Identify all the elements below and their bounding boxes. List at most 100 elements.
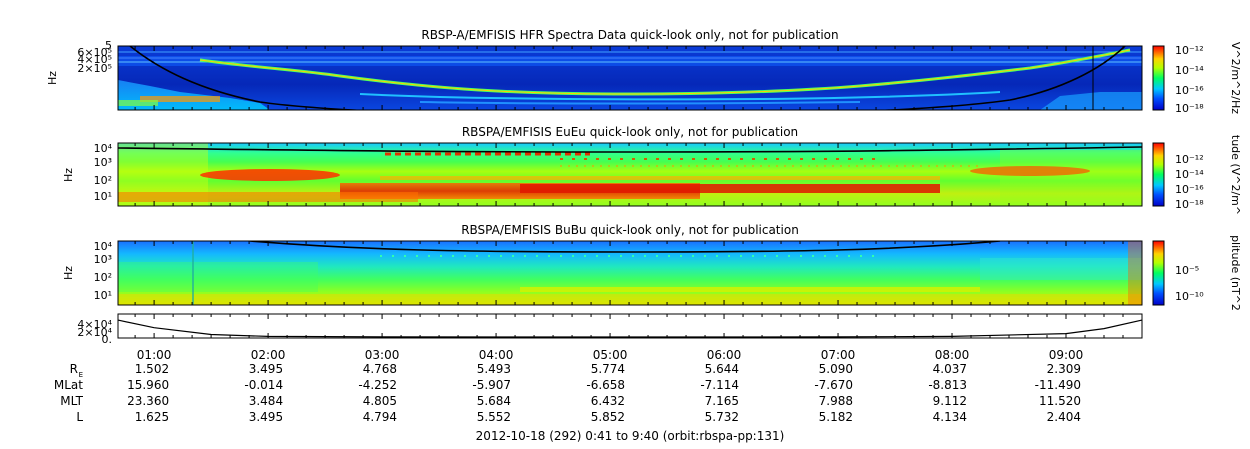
time-tick-label: 08:00 (935, 348, 970, 362)
line-ytick: 2×10⁴ (77, 326, 112, 339)
eueu-title: RBSPA/EMFISIS EuEu quick-look only, not … (462, 125, 798, 139)
hfr-cbar-tick: 10⁻¹⁶ (1175, 84, 1204, 97)
hfr-title: RBSP-A/EMFISIS HFR Spectra Data quick-lo… (421, 28, 838, 42)
bubu-ylabel: Hz (62, 266, 75, 280)
bubu-title: RBSPA/EMFISIS BuBu quick-look only, not … (461, 223, 799, 237)
time-tick-label: 09:00 (1049, 348, 1084, 362)
time-tick-label: 07:00 (821, 348, 856, 362)
ephemeris-value: 5.644 (705, 362, 739, 376)
eueu-spectrogram (118, 143, 1142, 206)
ephemeris-value: 3.495 (249, 362, 283, 376)
hfr-cbar-tick: 10⁻¹⁴ (1175, 64, 1204, 77)
ephemeris-table: R E MLat MLT L 1.502 3.495 4.768 5.493 5.774… (54, 362, 1081, 424)
eueu-ytick: 10³ (94, 156, 112, 169)
eueu-cbar-tick: 10⁻¹² (1175, 153, 1204, 166)
ephemeris-value: 5.493 (477, 362, 511, 376)
hfr-spectrogram (118, 46, 1142, 110)
ephemeris-value: 4.794 (363, 410, 397, 424)
time-tick-label: 04:00 (479, 348, 514, 362)
ephem-row-label-mlat: MLat (54, 378, 83, 392)
eueu-colorbar: 10⁻¹² 10⁻¹⁴ 10⁻¹⁶ 10⁻¹⁸ tude (V^2/m^ (1152, 135, 1242, 215)
hfr-panel: RBSP-A/EMFISIS HFR Spectra Data quick-lo… (46, 28, 1242, 115)
hfr-ytick: 4×10⁵ (77, 53, 112, 66)
time-tick-label: 05:00 (593, 348, 628, 362)
ephemeris-value: -4.252 (358, 378, 397, 392)
ephemeris-value: 1.625 (135, 410, 169, 424)
hfr-ylabel: Hz (46, 71, 59, 85)
ephemeris-value: -7.670 (814, 378, 853, 392)
bubu-cbar-tick: 10⁻⁵ (1175, 264, 1199, 277)
hfr-cbar-tick: 10⁻¹² (1175, 44, 1204, 57)
bubu-ytick: 10³ (94, 253, 112, 266)
ephemeris-value: 6.432 (591, 394, 625, 408)
hfr-cbar-label: V^2/m^2/Hz (1229, 42, 1242, 114)
ephemeris-value: 2.404 (1047, 410, 1081, 424)
line-ytick: 0. (102, 333, 113, 346)
eueu-ylabel: Hz (62, 168, 75, 182)
ephemeris-value: 7.165 (705, 394, 739, 408)
bubu-ytick: 10² (94, 271, 112, 284)
time-tick-label: 06:00 (707, 348, 742, 362)
footer-caption: 2012-10-18 (292) 0:41 to 9:40 (orbit:rbs… (476, 429, 785, 443)
bubu-cbar-label: plitude (nT^2 (1229, 235, 1242, 311)
eueu-ytick: 10⁴ (94, 142, 113, 155)
eueu-y-axis: 10⁴ 10³ 10² 10¹ Hz (62, 142, 113, 203)
ephemeris-value: -6.658 (586, 378, 625, 392)
ephemeris-value: -0.014 (244, 378, 283, 392)
ephemeris-value: 2.309 (1047, 362, 1081, 376)
ephemeris-value: 5.552 (477, 410, 511, 424)
ephemeris-value: -7.114 (700, 378, 739, 392)
eueu-cbar-label: tude (V^2/m^ (1229, 135, 1242, 215)
ephem-row-label-r: R (70, 362, 78, 376)
bubu-spectrogram (118, 241, 1142, 305)
hfr-ytick: 5 (105, 39, 112, 52)
ephemeris-value: 5.090 (819, 362, 853, 376)
ephemeris-value: 4.805 (363, 394, 397, 408)
ephemeris-value: 9.112 (933, 394, 967, 408)
hfr-cbar-tick: 10⁻¹⁸ (1175, 102, 1204, 115)
bubu-colorbar: 10⁻⁵ 10⁻¹⁰ plitude (nT^2 (1152, 235, 1242, 311)
ephem-row-label-r-sub: E (79, 371, 83, 379)
eueu-panel: RBSPA/EMFISIS EuEu quick-look only, not … (62, 125, 1242, 215)
ephemeris-value: 11.520 (1039, 394, 1081, 408)
time-tick-label: 01:00 (137, 348, 172, 362)
hfr-ytick: 6×10⁵ (77, 46, 112, 59)
eueu-cbar-tick: 10⁻¹⁸ (1175, 198, 1204, 211)
ephemeris-value: 5.852 (591, 410, 625, 424)
ephemeris-value: 5.182 (819, 410, 853, 424)
time-tick-label: 02:00 (251, 348, 286, 362)
ephemeris-value: 15.960 (127, 378, 169, 392)
ephemeris-value: -5.907 (472, 378, 511, 392)
ephemeris-value: 4.134 (933, 410, 967, 424)
ephemeris-value: 3.495 (249, 410, 283, 424)
ephemeris-value: 3.484 (249, 394, 283, 408)
time-axis: 01:00 02:00 03:00 04:00 05:00 06:00 07:00 08:00… (137, 348, 1084, 362)
ephemeris-value: 1.502 (135, 362, 169, 376)
hfr-y-axis: 5 6×10⁵ 4×10⁵ 2×10⁵ Hz (46, 39, 112, 85)
bubu-ytick: 10⁴ (94, 240, 113, 253)
eueu-cbar-tick: 10⁻¹⁶ (1175, 183, 1204, 196)
time-tick-marks (134, 46, 1124, 338)
ephemeris-value: 5.774 (591, 362, 625, 376)
ephem-row-label-mlt: MLT (60, 394, 83, 408)
eueu-ytick: 10² (94, 174, 112, 187)
eueu-cbar-tick: 10⁻¹⁴ (1175, 168, 1204, 181)
ephemeris-value: -8.813 (928, 378, 967, 392)
time-tick-label: 03:00 (365, 348, 400, 362)
eueu-ytick: 10¹ (94, 190, 112, 203)
ephem-row-label-l: L (76, 410, 83, 424)
hfr-ytick: 2×10⁵ (77, 62, 112, 75)
ephemeris-value: 4.037 (933, 362, 967, 376)
ephemeris-value: 4.768 (363, 362, 397, 376)
bubu-panel: RBSPA/EMFISIS BuBu quick-look only, not … (62, 223, 1242, 311)
ephemeris-value: -11.490 (1035, 378, 1081, 392)
line-y-axis: 4×10⁴ 2×10⁴ 0. (77, 318, 112, 346)
ephemeris-value: 5.684 (477, 394, 511, 408)
bubu-cbar-tick: 10⁻¹⁰ (1175, 290, 1204, 303)
line-ytick: 4×10⁴ (77, 318, 112, 331)
ephemeris-value: 7.988 (819, 394, 853, 408)
hfr-colorbar: 10⁻¹² 10⁻¹⁴ 10⁻¹⁶ 10⁻¹⁸ V^2/m^2/Hz (1152, 42, 1242, 115)
ephemeris-value: 5.732 (705, 410, 739, 424)
ephemeris-value: 23.360 (127, 394, 169, 408)
